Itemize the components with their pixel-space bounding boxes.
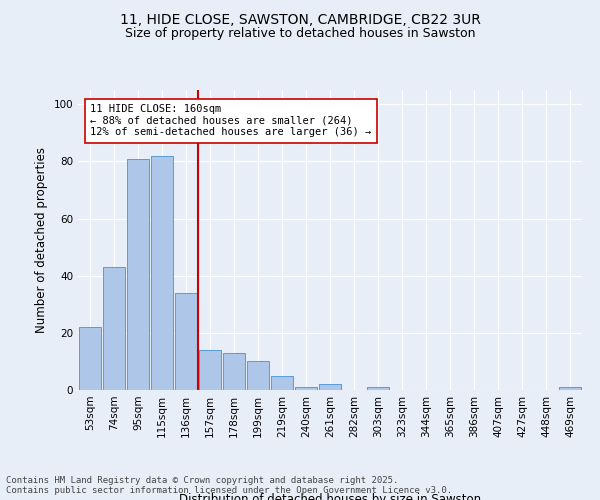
Bar bbox=[151, 156, 173, 390]
Bar bbox=[223, 353, 245, 390]
Bar bbox=[127, 158, 149, 390]
Bar bbox=[295, 387, 317, 390]
Bar bbox=[559, 387, 581, 390]
Bar bbox=[199, 350, 221, 390]
Text: 11, HIDE CLOSE, SAWSTON, CAMBRIDGE, CB22 3UR: 11, HIDE CLOSE, SAWSTON, CAMBRIDGE, CB22… bbox=[119, 12, 481, 26]
Bar bbox=[79, 327, 101, 390]
Text: 11 HIDE CLOSE: 160sqm
← 88% of detached houses are smaller (264)
12% of semi-det: 11 HIDE CLOSE: 160sqm ← 88% of detached … bbox=[91, 104, 372, 138]
Y-axis label: Number of detached properties: Number of detached properties bbox=[35, 147, 48, 333]
Text: Size of property relative to detached houses in Sawston: Size of property relative to detached ho… bbox=[125, 28, 475, 40]
Bar bbox=[367, 387, 389, 390]
Bar bbox=[271, 376, 293, 390]
Bar bbox=[247, 362, 269, 390]
Bar bbox=[175, 293, 197, 390]
X-axis label: Distribution of detached houses by size in Sawston: Distribution of detached houses by size … bbox=[179, 492, 481, 500]
Text: Contains HM Land Registry data © Crown copyright and database right 2025.
Contai: Contains HM Land Registry data © Crown c… bbox=[6, 476, 452, 495]
Bar bbox=[319, 384, 341, 390]
Bar bbox=[103, 267, 125, 390]
